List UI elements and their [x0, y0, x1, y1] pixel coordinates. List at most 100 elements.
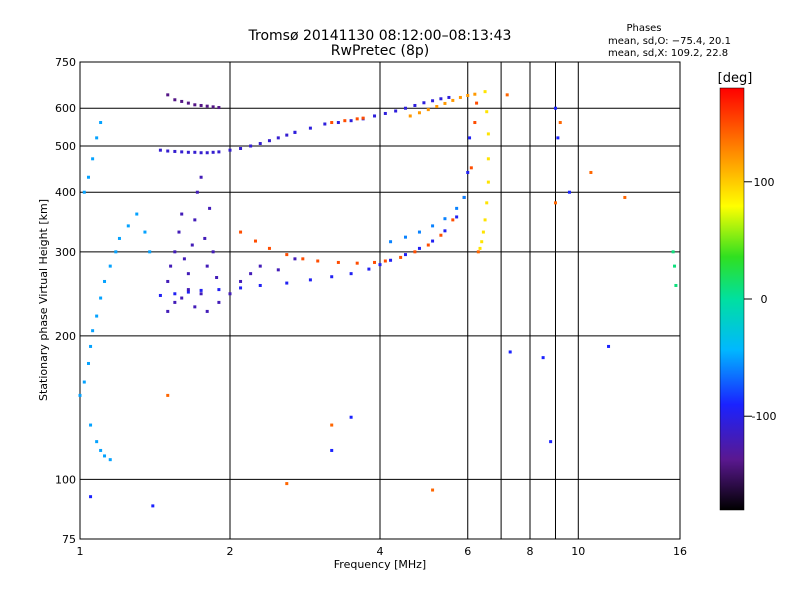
data-point	[486, 157, 490, 161]
data-point	[431, 488, 435, 492]
data-point	[373, 260, 377, 264]
colorbar-ticks: -100 0 100	[744, 176, 776, 423]
data-point	[556, 136, 560, 140]
gridlines	[79, 62, 681, 539]
data-point	[193, 150, 197, 154]
data-point	[413, 250, 417, 254]
data-point	[82, 190, 86, 194]
data-point	[173, 292, 177, 296]
data-point	[443, 229, 447, 233]
data-point	[249, 144, 253, 148]
data-point	[589, 170, 593, 174]
data-point	[485, 201, 489, 205]
data-point	[389, 258, 393, 262]
data-point	[541, 356, 545, 360]
data-point	[607, 344, 611, 348]
data-point	[285, 253, 289, 257]
x-tick-label: 6	[464, 545, 471, 558]
data-point	[349, 272, 353, 276]
colorbar-tick-label: 100	[754, 176, 775, 189]
data-point	[95, 440, 99, 444]
data-point	[383, 111, 387, 115]
data-point	[186, 101, 190, 105]
data-point	[158, 293, 162, 297]
data-point	[199, 292, 203, 296]
data-point	[89, 344, 93, 348]
data-point	[211, 150, 215, 154]
data-point	[343, 119, 347, 123]
data-point	[258, 283, 262, 287]
data-point	[285, 133, 289, 137]
colorbar-tick-label: 0	[761, 293, 768, 306]
data-point	[99, 121, 103, 125]
data-point	[336, 121, 340, 125]
data-point	[403, 106, 407, 110]
colorbar: [deg] -100 0 100	[718, 71, 776, 511]
data-point	[258, 142, 262, 146]
data-point	[166, 149, 170, 153]
data-point	[186, 272, 190, 276]
y-tick-label: 300	[55, 246, 76, 259]
data-point	[336, 260, 340, 264]
data-point	[553, 201, 557, 205]
data-point	[103, 454, 107, 458]
data-point	[228, 148, 232, 152]
data-point	[478, 246, 482, 250]
data-point	[253, 239, 257, 243]
data-point	[462, 195, 466, 199]
data-point	[158, 148, 162, 152]
x-tick-label: 1	[77, 545, 84, 558]
data-point	[193, 305, 197, 309]
data-point	[466, 170, 470, 174]
data-point	[173, 149, 177, 153]
y-axis-ticks: 75 100 200 300 400 500 600 750	[55, 56, 76, 546]
data-point	[117, 236, 121, 240]
data-point	[86, 361, 90, 365]
data-point	[166, 393, 170, 397]
data-point	[399, 255, 403, 259]
data-point	[169, 264, 173, 268]
data-point	[443, 217, 447, 221]
colorbar-label: [deg]	[718, 71, 753, 86]
data-point	[186, 290, 190, 294]
data-point	[177, 230, 181, 234]
x-tick-label: 16	[673, 545, 687, 558]
data-point	[239, 286, 243, 290]
data-point	[228, 292, 232, 296]
chart-subtitle: RwPretec (8p)	[331, 43, 429, 59]
y-tick-label: 600	[55, 102, 76, 115]
data-point	[199, 151, 203, 155]
data-point	[483, 218, 487, 222]
data-point	[451, 98, 455, 102]
data-point	[239, 279, 243, 283]
legend-line-x: mean, sd,X: 109.2, 22.8	[608, 48, 728, 59]
data-point	[173, 250, 177, 254]
data-point	[276, 268, 280, 272]
data-point	[217, 150, 221, 154]
data-point	[205, 151, 209, 155]
x-axis-label: Frequency [MHz]	[334, 558, 426, 571]
data-point	[323, 122, 327, 126]
data-point	[378, 263, 382, 267]
y-axis-label: Stationary phase Virtual Height [km]	[37, 199, 50, 401]
data-point	[451, 218, 455, 222]
data-point	[361, 116, 365, 120]
data-point	[166, 279, 170, 283]
data-point	[426, 108, 430, 112]
data-point	[549, 440, 553, 444]
data-point	[173, 98, 177, 102]
data-point	[199, 175, 203, 179]
data-point	[553, 106, 557, 110]
data-point	[355, 261, 359, 265]
plot-area: 1 2 4 6 8 10 16 75 100 200 300 400 500 600 750	[55, 56, 687, 558]
data-point	[330, 448, 334, 452]
data-point	[558, 121, 562, 125]
data-point	[486, 180, 490, 184]
data-point	[182, 257, 186, 261]
x-tick-label: 8	[527, 545, 534, 558]
data-point	[293, 257, 297, 261]
data-point	[355, 117, 359, 121]
data-point	[439, 233, 443, 237]
data-point	[413, 103, 417, 107]
x-tick-label: 10	[571, 545, 585, 558]
